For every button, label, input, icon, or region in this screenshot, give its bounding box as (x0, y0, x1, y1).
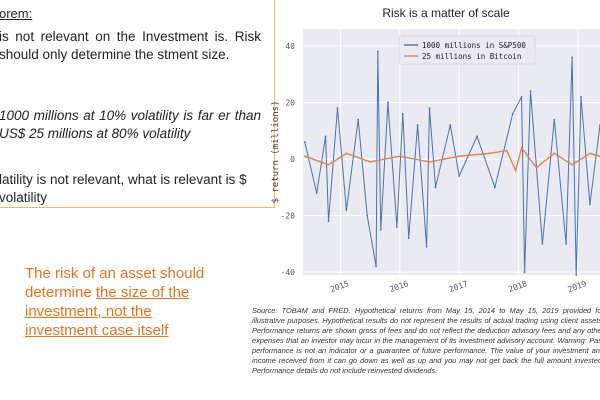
series-point-0 (425, 245, 428, 248)
series-point-0 (575, 274, 578, 276)
theorem-statement: is not relevant on the Investment is. Ri… (0, 29, 261, 62)
series-point-1 (428, 160, 431, 163)
series-point-0 (327, 220, 330, 223)
series-point-1 (327, 163, 330, 166)
series-point-0 (458, 175, 461, 177)
series-point-0 (345, 209, 348, 211)
series-point-0 (476, 135, 478, 138)
series-point-0 (395, 226, 398, 228)
series-point-0 (529, 90, 532, 93)
series-point-1 (553, 152, 556, 155)
series-line-1 (304, 146, 600, 173)
x-tick-label: 2015 (329, 279, 350, 294)
x-tick-label: 2016 (388, 279, 409, 294)
series-point-0 (303, 141, 306, 144)
theorem-example: 1000 millions at 10% volatility is far e… (0, 108, 261, 141)
series-point-0 (357, 118, 360, 121)
series-point-0 (571, 56, 573, 59)
y-tick-label: 0 (290, 155, 295, 164)
series-point-1 (303, 155, 306, 158)
series-point-0 (553, 118, 556, 121)
series-point-0 (387, 101, 389, 104)
series-point-1 (520, 146, 523, 149)
y-axis-label: $ return (millions) (271, 101, 281, 204)
callout-line-2: determine the size of the (25, 283, 275, 302)
source-disclaimer: Source: TOBAM and FRED. Hypothetical ret… (252, 306, 600, 375)
series-point-0 (565, 242, 568, 245)
x-tick-label: 2017 (448, 279, 469, 294)
callout-line-1: The risk of an asset should (25, 265, 205, 282)
legend-box (398, 35, 536, 65)
theorem-box: orem: is not relevant on the Investment … (0, 0, 275, 208)
series-point-1 (398, 155, 401, 158)
series-point-0 (315, 192, 318, 194)
series-point-0 (407, 237, 410, 240)
series-point-1 (458, 155, 461, 158)
series-point-0 (379, 228, 382, 231)
series-point-1 (369, 160, 372, 163)
y-tick-label: 20 (285, 99, 295, 108)
x-tick-label: 2018 (507, 279, 528, 294)
series-point-1 (589, 152, 591, 155)
legend-label: 1000 millions in S&P500 (422, 41, 526, 50)
series-point-0 (401, 112, 404, 115)
series-point-0 (366, 214, 369, 217)
y-tick-label: 40 (285, 42, 295, 51)
series-point-1 (571, 163, 573, 166)
series-point-1 (505, 149, 508, 152)
series-point-1 (345, 152, 348, 155)
theorem-conclusion: latility is not relevant, what is releva… (0, 172, 247, 205)
series-point-0 (434, 186, 437, 189)
series-point-1 (488, 152, 490, 155)
theorem-heading: orem: (0, 6, 33, 21)
series-point-0 (376, 50, 379, 53)
callout-text: The risk of an asset should determine th… (25, 264, 275, 340)
series-point-0 (589, 203, 591, 206)
series-point-0 (580, 95, 582, 98)
series-point-0 (324, 135, 327, 138)
series-point-0 (428, 107, 431, 110)
series-point-0 (511, 112, 514, 115)
series-point-0 (449, 124, 452, 127)
x-tick-label: 2019 (567, 279, 588, 294)
series-point-0 (375, 265, 377, 268)
series-point-0 (493, 186, 496, 189)
callout-link-part-2: investment, not the (25, 303, 152, 320)
series-point-0 (541, 242, 544, 245)
callout-link-part-1: the size of the (95, 284, 190, 301)
series-point-0 (336, 107, 339, 110)
chart-title: Risk is a matter of scale (382, 6, 510, 20)
y-tick-label: -40 (281, 268, 296, 277)
y-tick-label: -20 (281, 212, 296, 221)
series-point-0 (416, 124, 419, 127)
legend-label: 25 millions in Bitcoin (422, 52, 521, 61)
callout-line-2-prefix: determine (25, 284, 96, 301)
series-point-0 (523, 271, 526, 274)
series-point-0 (520, 95, 523, 98)
callout-link-part-3: investment case itself (25, 322, 169, 339)
series-point-1 (535, 166, 538, 169)
series-point-1 (514, 169, 517, 172)
plot-area (303, 29, 600, 275)
